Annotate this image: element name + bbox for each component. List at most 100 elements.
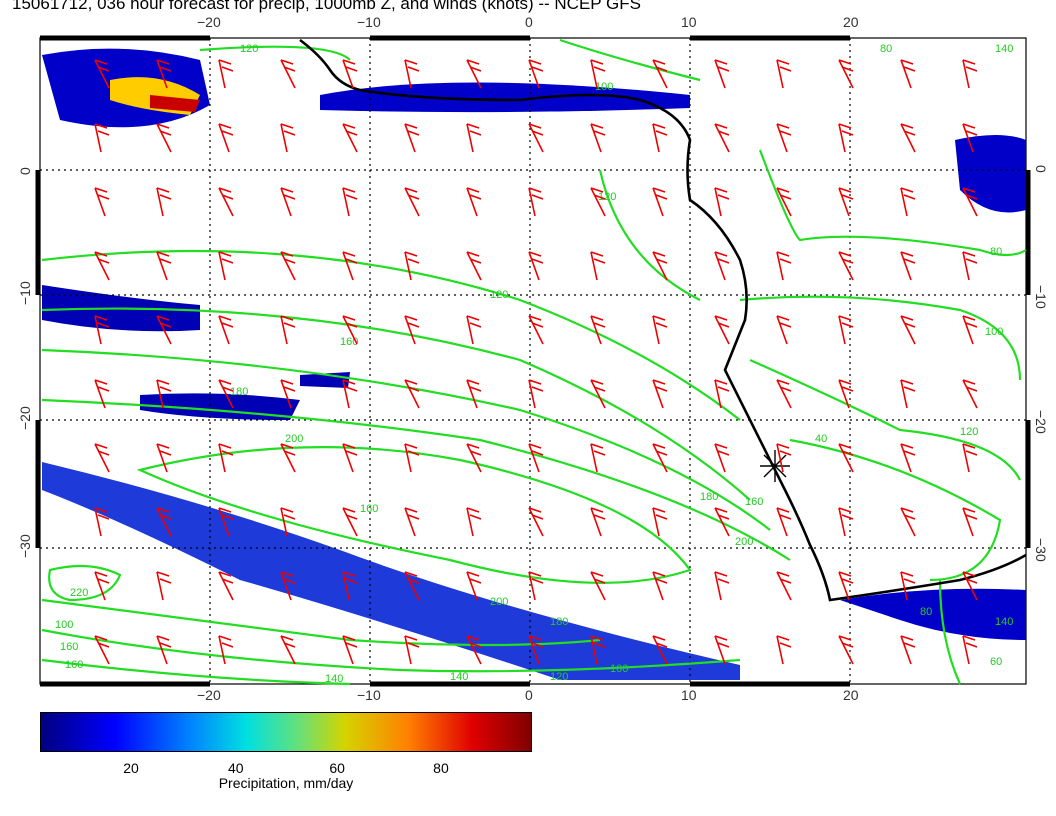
wind-barb — [528, 507, 544, 537]
svg-text:140: 140 — [995, 43, 1013, 55]
wind-barb — [962, 251, 978, 281]
lon-label-top: 0 — [525, 14, 533, 30]
wind-barb — [280, 123, 296, 153]
lat-label-right: −10 — [1033, 285, 1049, 309]
colorbar-label: Precipitation, mm/day — [218, 775, 354, 791]
svg-text:120: 120 — [960, 426, 978, 438]
wind-barb — [342, 251, 358, 281]
svg-text:120: 120 — [240, 43, 258, 55]
wind-barb — [218, 123, 234, 153]
wind-barb — [590, 571, 606, 601]
wind-barb — [900, 571, 916, 601]
wind-barb — [714, 571, 730, 601]
wind-barb — [528, 443, 544, 473]
wind-barb — [714, 507, 730, 537]
wind-barb — [404, 443, 420, 473]
svg-text:160: 160 — [360, 503, 378, 515]
svg-text:60: 60 — [990, 656, 1002, 668]
svg-text:180: 180 — [700, 491, 718, 503]
svg-text:80: 80 — [880, 43, 892, 55]
wind-barb — [962, 443, 978, 473]
svg-text:120: 120 — [550, 671, 568, 683]
wind-barb — [962, 379, 978, 409]
wind-barb — [404, 507, 420, 537]
svg-text:100: 100 — [595, 81, 613, 93]
lon-label-bottom: 20 — [843, 687, 859, 700]
lon-label-top: −20 — [197, 14, 221, 30]
wind-barb — [156, 443, 172, 473]
lon-label-bottom: −10 — [357, 687, 381, 700]
svg-text:80: 80 — [990, 246, 1002, 258]
wind-barb — [714, 251, 730, 281]
wind-barb — [218, 251, 234, 281]
wind-barb — [404, 315, 420, 345]
wind-barb — [342, 571, 358, 601]
wind-barb — [94, 635, 110, 665]
svg-text:80: 80 — [920, 606, 932, 618]
wind-barb — [280, 507, 296, 537]
frame-ticks — [35, 35, 1031, 687]
wind-barb — [280, 315, 296, 345]
wind-barb — [280, 635, 296, 665]
wind-barb — [776, 315, 792, 345]
wind-barb — [218, 187, 234, 217]
wind-barb — [466, 443, 482, 473]
wind-barb — [94, 59, 110, 89]
wind-barb — [156, 379, 172, 409]
lon-label-bottom: 0 — [525, 687, 533, 700]
wind-barb — [404, 187, 420, 217]
asterisk-marker-icon — [760, 450, 790, 482]
wind-barb — [900, 315, 916, 345]
forecast-map: 120 100 80 140 120 100 80 120 160 180 20… — [17, 14, 1049, 700]
wind-barb — [838, 59, 854, 89]
colorbar-tick: 60 — [329, 760, 345, 776]
wind-barb — [652, 443, 668, 473]
lat-label-right: 0 — [1033, 165, 1049, 173]
wind-barb — [590, 443, 606, 473]
wind-barb — [342, 59, 358, 89]
wind-barb — [466, 379, 482, 409]
lat-label-left: 0 — [17, 167, 33, 175]
wind-barb — [342, 635, 358, 665]
wind-barb — [652, 251, 668, 281]
wind-barb — [94, 507, 110, 537]
wind-barb — [838, 187, 854, 217]
wind-barb — [156, 635, 172, 665]
svg-text:160: 160 — [65, 659, 83, 671]
svg-text:200: 200 — [490, 596, 508, 608]
wind-barb — [652, 507, 668, 537]
wind-barb — [528, 635, 544, 665]
wind-barb — [466, 635, 482, 665]
wind-barb — [404, 123, 420, 153]
wind-barb — [342, 315, 358, 345]
wind-barb — [590, 315, 606, 345]
wind-barb — [652, 315, 668, 345]
wind-barb — [590, 507, 606, 537]
wind-barb — [900, 251, 916, 281]
wind-barbs — [94, 59, 978, 665]
wind-barb — [962, 123, 978, 153]
wind-barb — [776, 635, 792, 665]
svg-text:140: 140 — [325, 673, 343, 685]
svg-text:120: 120 — [598, 191, 616, 203]
wind-barb — [342, 507, 358, 537]
wind-barb — [714, 635, 730, 665]
wind-barb — [590, 251, 606, 281]
wind-barb — [528, 315, 544, 345]
wind-barb — [466, 187, 482, 217]
wind-barb — [528, 571, 544, 601]
wind-barb — [466, 251, 482, 281]
wind-barb — [94, 187, 110, 217]
wind-barb — [218, 59, 234, 89]
colorbar-tick: 80 — [433, 760, 449, 776]
wind-barb — [280, 379, 296, 409]
wind-barb — [466, 59, 482, 89]
wind-barb — [714, 123, 730, 153]
wind-barb — [94, 315, 110, 345]
wind-barb — [900, 187, 916, 217]
wind-barb — [652, 571, 668, 601]
wind-barb — [342, 379, 358, 409]
wind-barb — [156, 571, 172, 601]
svg-text:100: 100 — [610, 663, 628, 675]
colorbar-tick: 40 — [228, 760, 244, 776]
